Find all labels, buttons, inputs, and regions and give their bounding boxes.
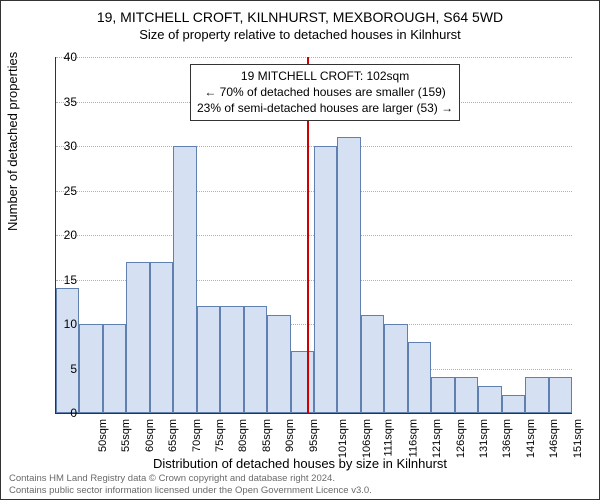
footer-line-2: Contains public sector information licen… (9, 485, 372, 497)
histogram-bar (337, 137, 360, 413)
footer-attribution: Contains HM Land Registry data © Crown c… (9, 473, 372, 497)
x-tick-label: 70sqm (191, 419, 203, 452)
x-tick-label: 136sqm (502, 419, 514, 458)
x-tick-label: 80sqm (237, 419, 249, 452)
x-tick-label: 50sqm (97, 419, 109, 452)
x-tick-label: 111sqm (383, 419, 395, 457)
y-axis-label: Number of detached properties (5, 52, 20, 231)
histogram-bar (431, 377, 454, 413)
sub-title: Size of property relative to detached ho… (1, 27, 599, 42)
x-tick-label: 101sqm (337, 419, 349, 458)
histogram-bar (56, 288, 79, 413)
histogram-bar (197, 306, 220, 413)
histogram-bar (314, 146, 337, 413)
histogram-bar (173, 146, 196, 413)
histogram-bar (291, 351, 314, 413)
histogram-bar (408, 342, 431, 413)
histogram-bar (150, 262, 173, 413)
y-tick-label: 15 (49, 273, 77, 287)
x-tick-label: 126sqm (455, 419, 467, 458)
x-tick-label: 90sqm (284, 419, 296, 452)
x-tick-label: 65sqm (167, 419, 179, 452)
x-tick-label: 95sqm (308, 419, 320, 452)
y-tick-label: 5 (49, 362, 77, 376)
annotation-line: ← 70% of detached houses are smaller (15… (197, 84, 453, 100)
y-tick-label: 25 (49, 184, 77, 198)
y-tick-label: 0 (49, 406, 77, 420)
histogram-bar (79, 324, 102, 413)
annotation-line: 23% of semi-detached houses are larger (… (197, 100, 453, 116)
histogram-bar (103, 324, 126, 413)
histogram-bar (220, 306, 243, 413)
histogram-bar (478, 386, 501, 413)
histogram-bar (502, 395, 525, 413)
x-tick-label: 55sqm (120, 419, 132, 452)
x-tick-label: 151sqm (572, 419, 584, 458)
main-title: 19, MITCHELL CROFT, KILNHURST, MEXBOROUG… (1, 9, 599, 25)
footer-line-1: Contains HM Land Registry data © Crown c… (9, 473, 372, 485)
histogram-bar (267, 315, 290, 413)
histogram-bar (525, 377, 548, 413)
x-tick-label: 116sqm (407, 419, 419, 457)
x-tick-label: 146sqm (549, 419, 561, 458)
x-axis-label: Distribution of detached houses by size … (1, 456, 599, 471)
plot-area: 19 MITCHELL CROFT: 102sqm← 70% of detach… (55, 57, 571, 413)
x-tick-label: 141sqm (525, 419, 537, 458)
x-tick-label: 85sqm (261, 419, 273, 452)
x-tick-label: 60sqm (144, 419, 156, 452)
histogram-bar (361, 315, 384, 413)
annotation-callout: 19 MITCHELL CROFT: 102sqm← 70% of detach… (190, 64, 460, 121)
chart-container: 19, MITCHELL CROFT, KILNHURST, MEXBOROUG… (0, 0, 600, 500)
x-tick-label: 131sqm (478, 419, 490, 458)
annotation-line: 19 MITCHELL CROFT: 102sqm (197, 68, 453, 84)
x-tick-label: 121sqm (431, 419, 443, 458)
x-tick-label: 75sqm (214, 419, 226, 452)
histogram-bar (384, 324, 407, 413)
y-tick-label: 20 (49, 228, 77, 242)
histogram-bar (455, 377, 478, 413)
histogram-bar (549, 377, 572, 413)
y-tick-label: 10 (49, 317, 77, 331)
x-tick-label: 106sqm (361, 419, 373, 458)
y-tick-label: 40 (49, 50, 77, 64)
grid-line (56, 57, 572, 58)
histogram-bar (126, 262, 149, 413)
y-tick-label: 35 (49, 95, 77, 109)
y-tick-label: 30 (49, 139, 77, 153)
histogram-bar (244, 306, 267, 413)
